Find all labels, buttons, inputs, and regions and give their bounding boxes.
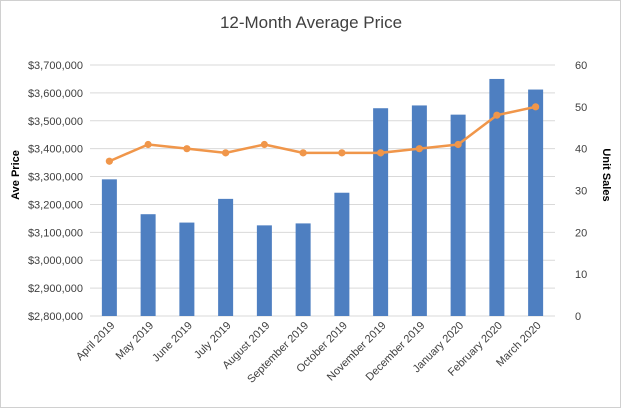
- bar-series: [101, 78, 544, 317]
- bar: [256, 225, 272, 316]
- y-axis-title: Ave Price: [10, 150, 22, 200]
- y2-tick-label: 50: [575, 102, 587, 114]
- bar: [411, 105, 427, 316]
- bar: [450, 114, 466, 317]
- y2-tick-label: 30: [575, 186, 587, 198]
- bar: [373, 108, 389, 316]
- y-tick-label: $3,100,000: [28, 227, 83, 239]
- y-tick-label: $2,800,000: [28, 311, 83, 323]
- y2-axis-title: Unit Sales: [600, 148, 612, 201]
- left-axis-ticks: $2,800,000 $2,900,000 $3,000,000 $3,100,000…: [28, 60, 83, 323]
- line-point: [532, 103, 540, 111]
- y-tick-label: $3,500,000: [28, 116, 83, 128]
- bar: [528, 89, 544, 316]
- y2-tick-label: 0: [575, 311, 581, 323]
- bar: [489, 78, 505, 316]
- chart-title: 12-Month Average Price: [220, 13, 402, 32]
- line-point: [105, 157, 113, 165]
- bar: [334, 192, 350, 316]
- line-point: [222, 149, 230, 157]
- bar: [140, 214, 156, 316]
- x-tick-label: June 2019: [150, 320, 195, 365]
- line-point: [260, 140, 268, 149]
- y-tick-label: $3,400,000: [28, 144, 83, 156]
- y-tick-label: $3,000,000: [28, 255, 83, 267]
- line-point: [415, 145, 423, 153]
- sales-line: [108, 105, 536, 163]
- y-tick-label: $3,700,000: [28, 60, 83, 72]
- line-point: [454, 140, 462, 149]
- y2-tick-label: 40: [575, 144, 587, 156]
- bar: [179, 222, 195, 316]
- line-point: [183, 145, 191, 153]
- bar: [218, 198, 234, 316]
- right-axis-ticks: 0 10 20 30 40 50 60: [575, 60, 587, 323]
- y-tick-label: $3,200,000: [28, 199, 83, 211]
- line-point: [377, 149, 385, 157]
- bar: [295, 223, 311, 316]
- y2-tick-label: 60: [575, 60, 587, 72]
- y2-tick-label: 20: [575, 227, 587, 239]
- gridlines: [90, 64, 555, 317]
- y-tick-label: $3,300,000: [28, 172, 83, 184]
- y-tick-label: $2,900,000: [28, 283, 83, 295]
- y2-tick-label: 10: [575, 269, 587, 281]
- x-tick-label: April 2019: [74, 320, 118, 364]
- line-point: [299, 149, 307, 157]
- line-point: [144, 140, 152, 149]
- bar: [101, 179, 117, 316]
- line-point: [493, 111, 501, 119]
- y-tick-label: $3,600,000: [28, 88, 83, 100]
- line-point: [338, 149, 346, 157]
- line-series: [105, 103, 540, 165]
